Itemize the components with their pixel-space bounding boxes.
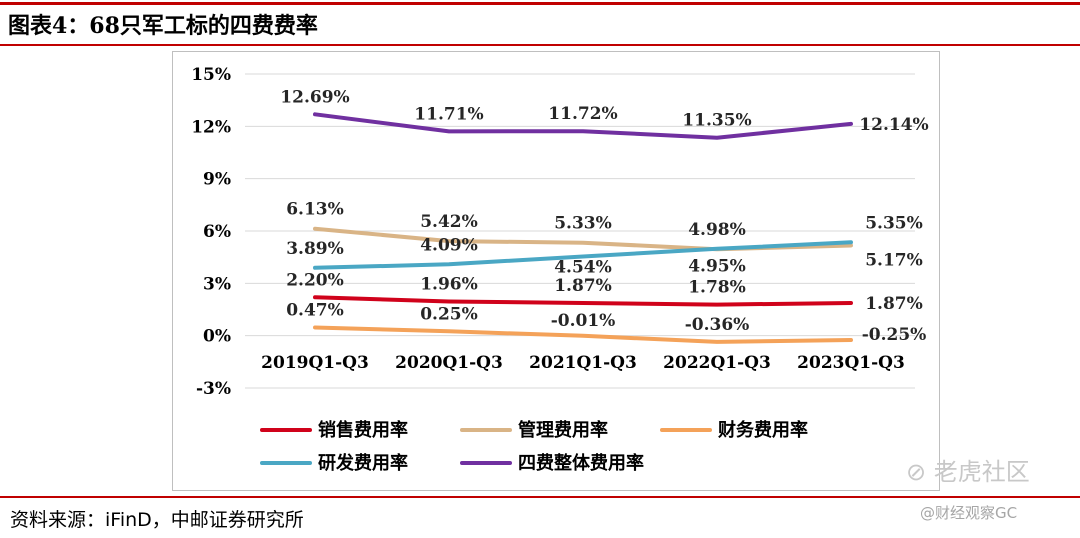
data-label: 11.72% — [548, 104, 617, 124]
chart-frame — [172, 51, 940, 491]
legend-label: 研发费用率 — [318, 452, 408, 474]
data-label: 1.78% — [688, 278, 746, 298]
data-label: 5.42% — [420, 212, 478, 232]
top-rule — [0, 2, 1080, 5]
data-label: 4.98% — [688, 220, 746, 240]
series-line — [313, 325, 853, 344]
data-label: 4.95% — [688, 256, 746, 276]
legend-label: 财务费用率 — [718, 419, 808, 441]
bottom-rule — [0, 496, 1080, 498]
x-tick-label: 2019Q1-Q3 — [261, 353, 369, 373]
data-label: 11.35% — [682, 111, 751, 131]
data-label: 0.25% — [420, 304, 478, 324]
title-rule — [0, 44, 1080, 46]
y-tick-label: 6% — [203, 222, 231, 242]
legend-label: 管理费用率 — [518, 419, 608, 441]
y-tick-label: -3% — [196, 379, 231, 399]
x-tick-label: 2023Q1-Q3 — [797, 353, 905, 373]
data-label: 12.69% — [280, 87, 349, 107]
data-label: -0.36% — [685, 315, 750, 335]
data-label: -0.25% — [862, 325, 927, 345]
y-tick-label: 9% — [203, 170, 231, 190]
y-tick-label: 0% — [203, 327, 231, 347]
legend-label: 四费整体费用率 — [518, 452, 644, 474]
data-label: 1.87% — [554, 276, 612, 296]
data-label: -0.01% — [551, 311, 616, 331]
series-line — [313, 112, 853, 140]
watermark-logo-icon: ⊘ — [906, 458, 934, 486]
data-label: 1.87% — [865, 294, 923, 314]
y-tick-label: 15% — [191, 65, 231, 85]
data-label: 5.17% — [865, 250, 923, 270]
series-line — [313, 295, 853, 307]
data-label: 4.54% — [554, 257, 612, 277]
watermark: ⊘ 老虎社区 — [906, 452, 1030, 487]
data-label: 4.09% — [420, 235, 478, 255]
data-label: 5.33% — [554, 214, 612, 234]
x-tick-label: 2022Q1-Q3 — [663, 353, 771, 373]
data-label: 11.71% — [414, 104, 483, 124]
data-label: 12.14% — [859, 115, 928, 135]
y-tick-label: 12% — [191, 117, 231, 137]
data-label: 5.35% — [865, 213, 923, 233]
watermark-text: 老虎社区 — [933, 458, 1030, 486]
data-label: 2.20% — [286, 270, 344, 290]
watermark-handle: @财经观察GC — [920, 504, 1018, 522]
legend-label: 销售费用率 — [318, 419, 408, 441]
x-tick-label: 2021Q1-Q3 — [529, 353, 637, 373]
source-note: 资料来源：iFinD，中邮证券研究所 — [10, 509, 304, 531]
x-tick-label: 2020Q1-Q3 — [395, 353, 503, 373]
data-label: 3.89% — [286, 239, 344, 259]
figure-title: 图表4：68只军工标的四费费率 — [8, 13, 318, 39]
data-label: 6.13% — [286, 200, 344, 220]
data-label: 1.96% — [420, 274, 478, 294]
data-label: 0.47% — [286, 300, 344, 320]
y-tick-label: 3% — [203, 274, 231, 294]
series-line — [313, 240, 853, 270]
